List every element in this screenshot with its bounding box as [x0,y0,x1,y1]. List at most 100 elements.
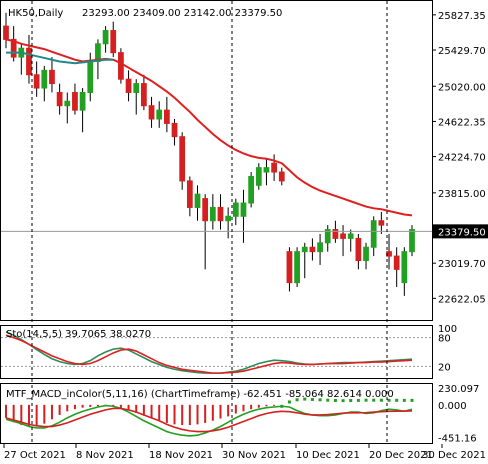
candle-bull [248,175,255,204]
candle-bear [148,105,155,120]
candle-bear [393,255,400,270]
macd-bar-down [5,404,7,418]
chart-header-symbol: HK50,Daily [8,8,63,19]
time-tick-label: 8 Nov 2021 [76,450,134,461]
macd-bar-down [188,404,191,426]
candle-bull [133,83,140,93]
moving-average-lines [5,38,413,217]
macd-bar-down [50,404,53,420]
macd-bar-down [265,404,268,407]
stoch-tick-label: 20 [438,362,451,373]
candle-bear [163,109,170,124]
current-price-tag-label: 23379.50 [438,227,486,238]
current-price-tag [433,224,488,239]
candle-bear [309,246,316,253]
stochastic-lines [5,331,413,374]
candle-bear [179,136,186,182]
candle-bear [33,74,40,89]
candle-bull [209,206,216,222]
ma-red-line [5,38,413,217]
candle-bull [255,167,262,186]
macd-bar-down [35,404,38,426]
candle-bull [301,246,308,253]
stoch-tick-label: 80 [438,334,451,345]
macd-bar-up [356,398,360,402]
macd-bar-down [119,404,122,408]
macd-bar-up [410,398,414,402]
time-tick-label: 27 Oct 2021 [4,450,66,461]
candle-bear [286,251,293,284]
candle-bull [232,202,239,217]
macd-bar-down [165,404,168,423]
macd-bar-up [326,398,330,402]
macd-label: MTF_MACD_inColor(5,11,16) (ChartTimefram… [6,389,394,400]
candle-bear [72,91,78,111]
price-tick-label: 25827.35 [438,11,486,22]
macd-bar-up [303,397,307,401]
price-tick-label: 23019.70 [438,259,486,270]
candle-bear [141,83,147,107]
price-tick-label: 24224.70 [438,153,486,164]
macd-bar-down [96,404,99,407]
candle-bull [240,202,247,217]
macd-bar-down [211,404,214,421]
candle-bull [194,193,201,208]
macd-bar-down [173,404,176,425]
candle-bear [118,52,124,80]
candle-bull [294,251,300,284]
stochastic-panel[interactable] [0,325,433,379]
stoch-main-line [5,334,413,374]
price-tick-label: 23815.00 [438,189,486,200]
candle-bear [49,69,55,85]
macd-bar-down [20,404,23,426]
candle-bear [271,162,277,173]
time-tick-label: 10 Dec 2021 [296,450,360,461]
candle-bull [64,100,71,107]
candle-bull [401,251,408,284]
macd-bar-down [219,404,222,419]
macd-signal-line [5,407,413,433]
macd-bar-up [341,399,345,403]
stoch-tick-label: 100 [438,324,457,335]
macd-bar-down [158,404,161,421]
macd-bar-down [58,404,61,415]
candle-bull [79,91,86,111]
price-tick-label: 22622.05 [438,294,486,305]
time-tick-label: 30 Nov 2021 [222,450,286,461]
time-tick-label: 18 Nov 2021 [149,450,213,461]
candle-bear [186,180,193,208]
macd-bar-down [66,404,69,412]
period-separators [31,1,388,443]
main-panel[interactable] [0,0,433,321]
macd-bar-up [310,397,314,401]
candle-bear [332,229,339,239]
price-tick-label: 25429.70 [438,46,486,57]
macd-bar-down [227,404,230,417]
candle-bear [171,122,178,138]
macd-bar-up [387,398,391,402]
candle-bull [87,60,94,93]
macd-bar-up [349,399,353,403]
ma-teal-line [6,51,114,65]
price-axis: 25827.35 25429.70 25020.00 24622.35 24224.70… [432,11,486,305]
macd-bar-down [89,404,92,407]
candle-bull [409,229,415,253]
macd-tick-label: 0.000 [438,401,467,412]
macd-bar-up [295,398,299,402]
macd-bar-down [196,404,199,425]
macd-bar-down [242,404,245,412]
candle-bull [324,229,331,244]
macd-axis: 230.097 0.000 -451.16 [438,384,479,444]
macd-bar-down [43,404,46,424]
macd-bar-down [73,404,76,410]
candle-bear [340,233,346,239]
macd-bar-down [127,404,130,410]
candle-bull [156,109,163,120]
candle-bear [26,47,32,76]
candle-bear [110,30,117,54]
macd-bar-up [333,399,337,403]
macd-bar-up [364,398,368,402]
